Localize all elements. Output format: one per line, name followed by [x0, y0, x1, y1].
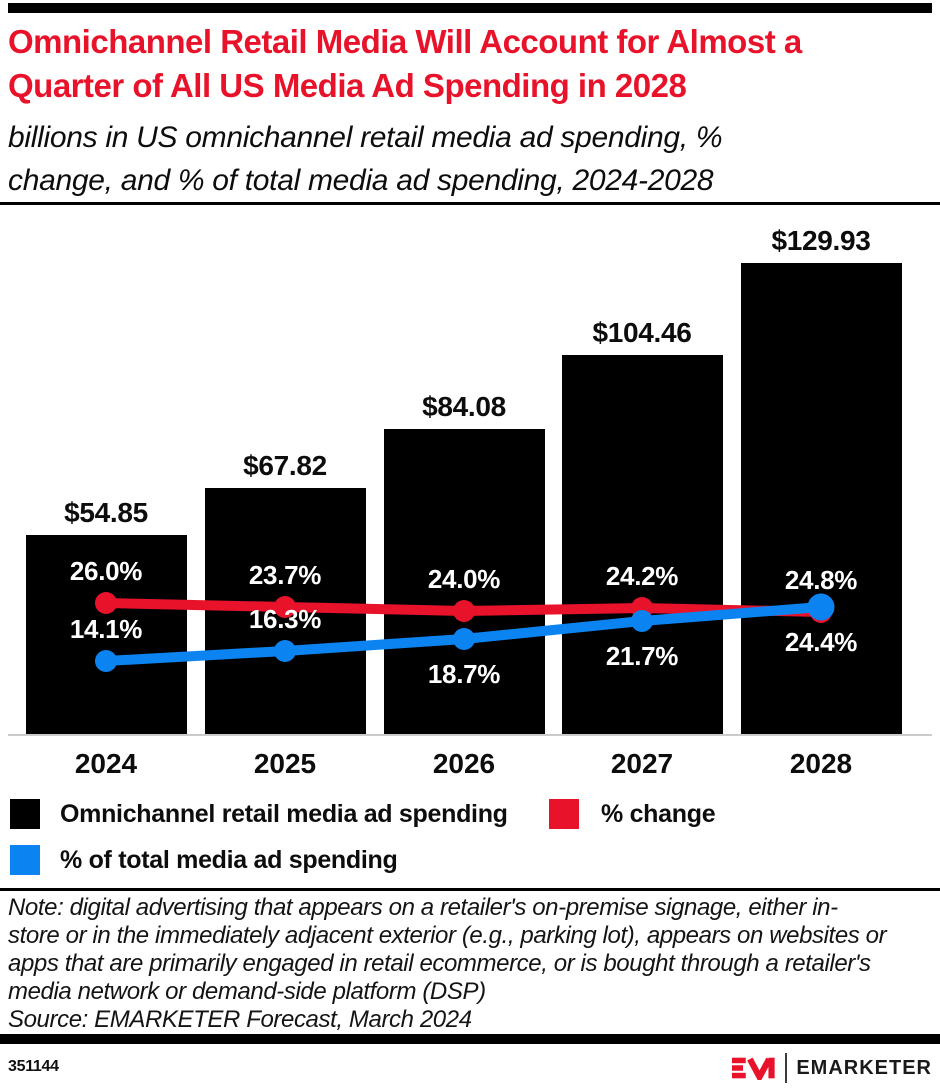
- legend-swatch-bar-spending: [10, 799, 40, 829]
- pct-change-point-2024: [95, 592, 117, 614]
- pct-of-total-point-2028: [807, 593, 835, 621]
- legend-swatch-pct-total: [10, 845, 40, 875]
- bar-value-label-2027: $104.46: [592, 317, 692, 348]
- pct-change-point-2026: [453, 600, 475, 622]
- line-series-plot: [95, 592, 835, 672]
- x-axis-label-2024: 2024: [74, 748, 138, 779]
- pct-of-total-point-2026: [453, 628, 475, 650]
- note-divider: [0, 888, 940, 891]
- x-axis-label-2027: 2027: [610, 748, 674, 779]
- bar-value-label-2028: $129.93: [771, 225, 871, 256]
- pct-change-label-2025: 23.7%: [248, 560, 322, 590]
- pct-change-label-2028: 24.8%: [784, 565, 858, 595]
- chart-id: 351144: [8, 1058, 59, 1075]
- legend-label-pct-total: % of total media ad spending: [60, 846, 398, 874]
- bar-value-label-2024: $54.85: [64, 497, 148, 528]
- pct-of-total-label-2024: 14.1%: [69, 614, 143, 644]
- bar-2026: [383, 429, 545, 734]
- bottom-accent-bar: [0, 1034, 940, 1044]
- chart-subtitle: billions in US omnichannel retail media …: [8, 121, 723, 197]
- source-text: Source: EMARKETER Forecast, March 2024: [8, 1006, 472, 1033]
- legend-label-bar-spending: Omnichannel retail media ad spending: [60, 800, 508, 828]
- x-axis-line: [8, 734, 932, 736]
- x-axis-label-2025: 2025: [253, 748, 317, 779]
- pct-of-total-point-2024: [95, 650, 117, 672]
- pct-change-label-2024: 26.0%: [69, 556, 143, 586]
- pct-change-label-2027: 24.2%: [605, 561, 679, 591]
- brand-name: EMARKETER: [796, 1057, 932, 1079]
- pct-change-label-2026: 24.0%: [427, 564, 501, 594]
- bar-value-label-2026: $84.08: [422, 391, 506, 422]
- bar-2024: [25, 535, 187, 734]
- pct-of-total-label-2028: 24.4%: [784, 627, 858, 657]
- emarketer-logo-icon: [732, 1057, 775, 1080]
- x-axis-label-2026: 2026: [432, 748, 496, 779]
- bar-2027: [561, 355, 723, 734]
- bar-2028: [740, 263, 902, 734]
- pct-of-total-point-2027: [631, 610, 653, 632]
- pct-of-total-label-2026: 18.7%: [427, 659, 501, 689]
- pct-change-point-2025: [274, 596, 296, 618]
- pct-of-total-point-2025: [274, 640, 296, 662]
- brand-divider: [785, 1053, 788, 1083]
- bar-value-label-2025: $67.82: [243, 450, 327, 481]
- top-accent-bar: [8, 3, 932, 13]
- brand-lockup: EMARKETER: [732, 1052, 932, 1084]
- header-divider: [0, 202, 940, 205]
- chart-area: $54.85 2024 $67.82 2025 $84.08 2026 $104.46 202…: [8, 210, 932, 779]
- pct-of-total-label-2027: 21.7%: [605, 641, 679, 671]
- legend-swatch-pct-change: [549, 799, 579, 829]
- x-axis-label-2028: 2028: [789, 748, 853, 779]
- legend-label-pct-change: % change: [601, 800, 716, 828]
- pct-of-total-label-2025: 16.3%: [248, 604, 322, 634]
- note-text: Note: digital advertising that appears o…: [8, 894, 887, 1005]
- chart-title: Omnichannel Retail Media Will Account fo…: [8, 23, 802, 104]
